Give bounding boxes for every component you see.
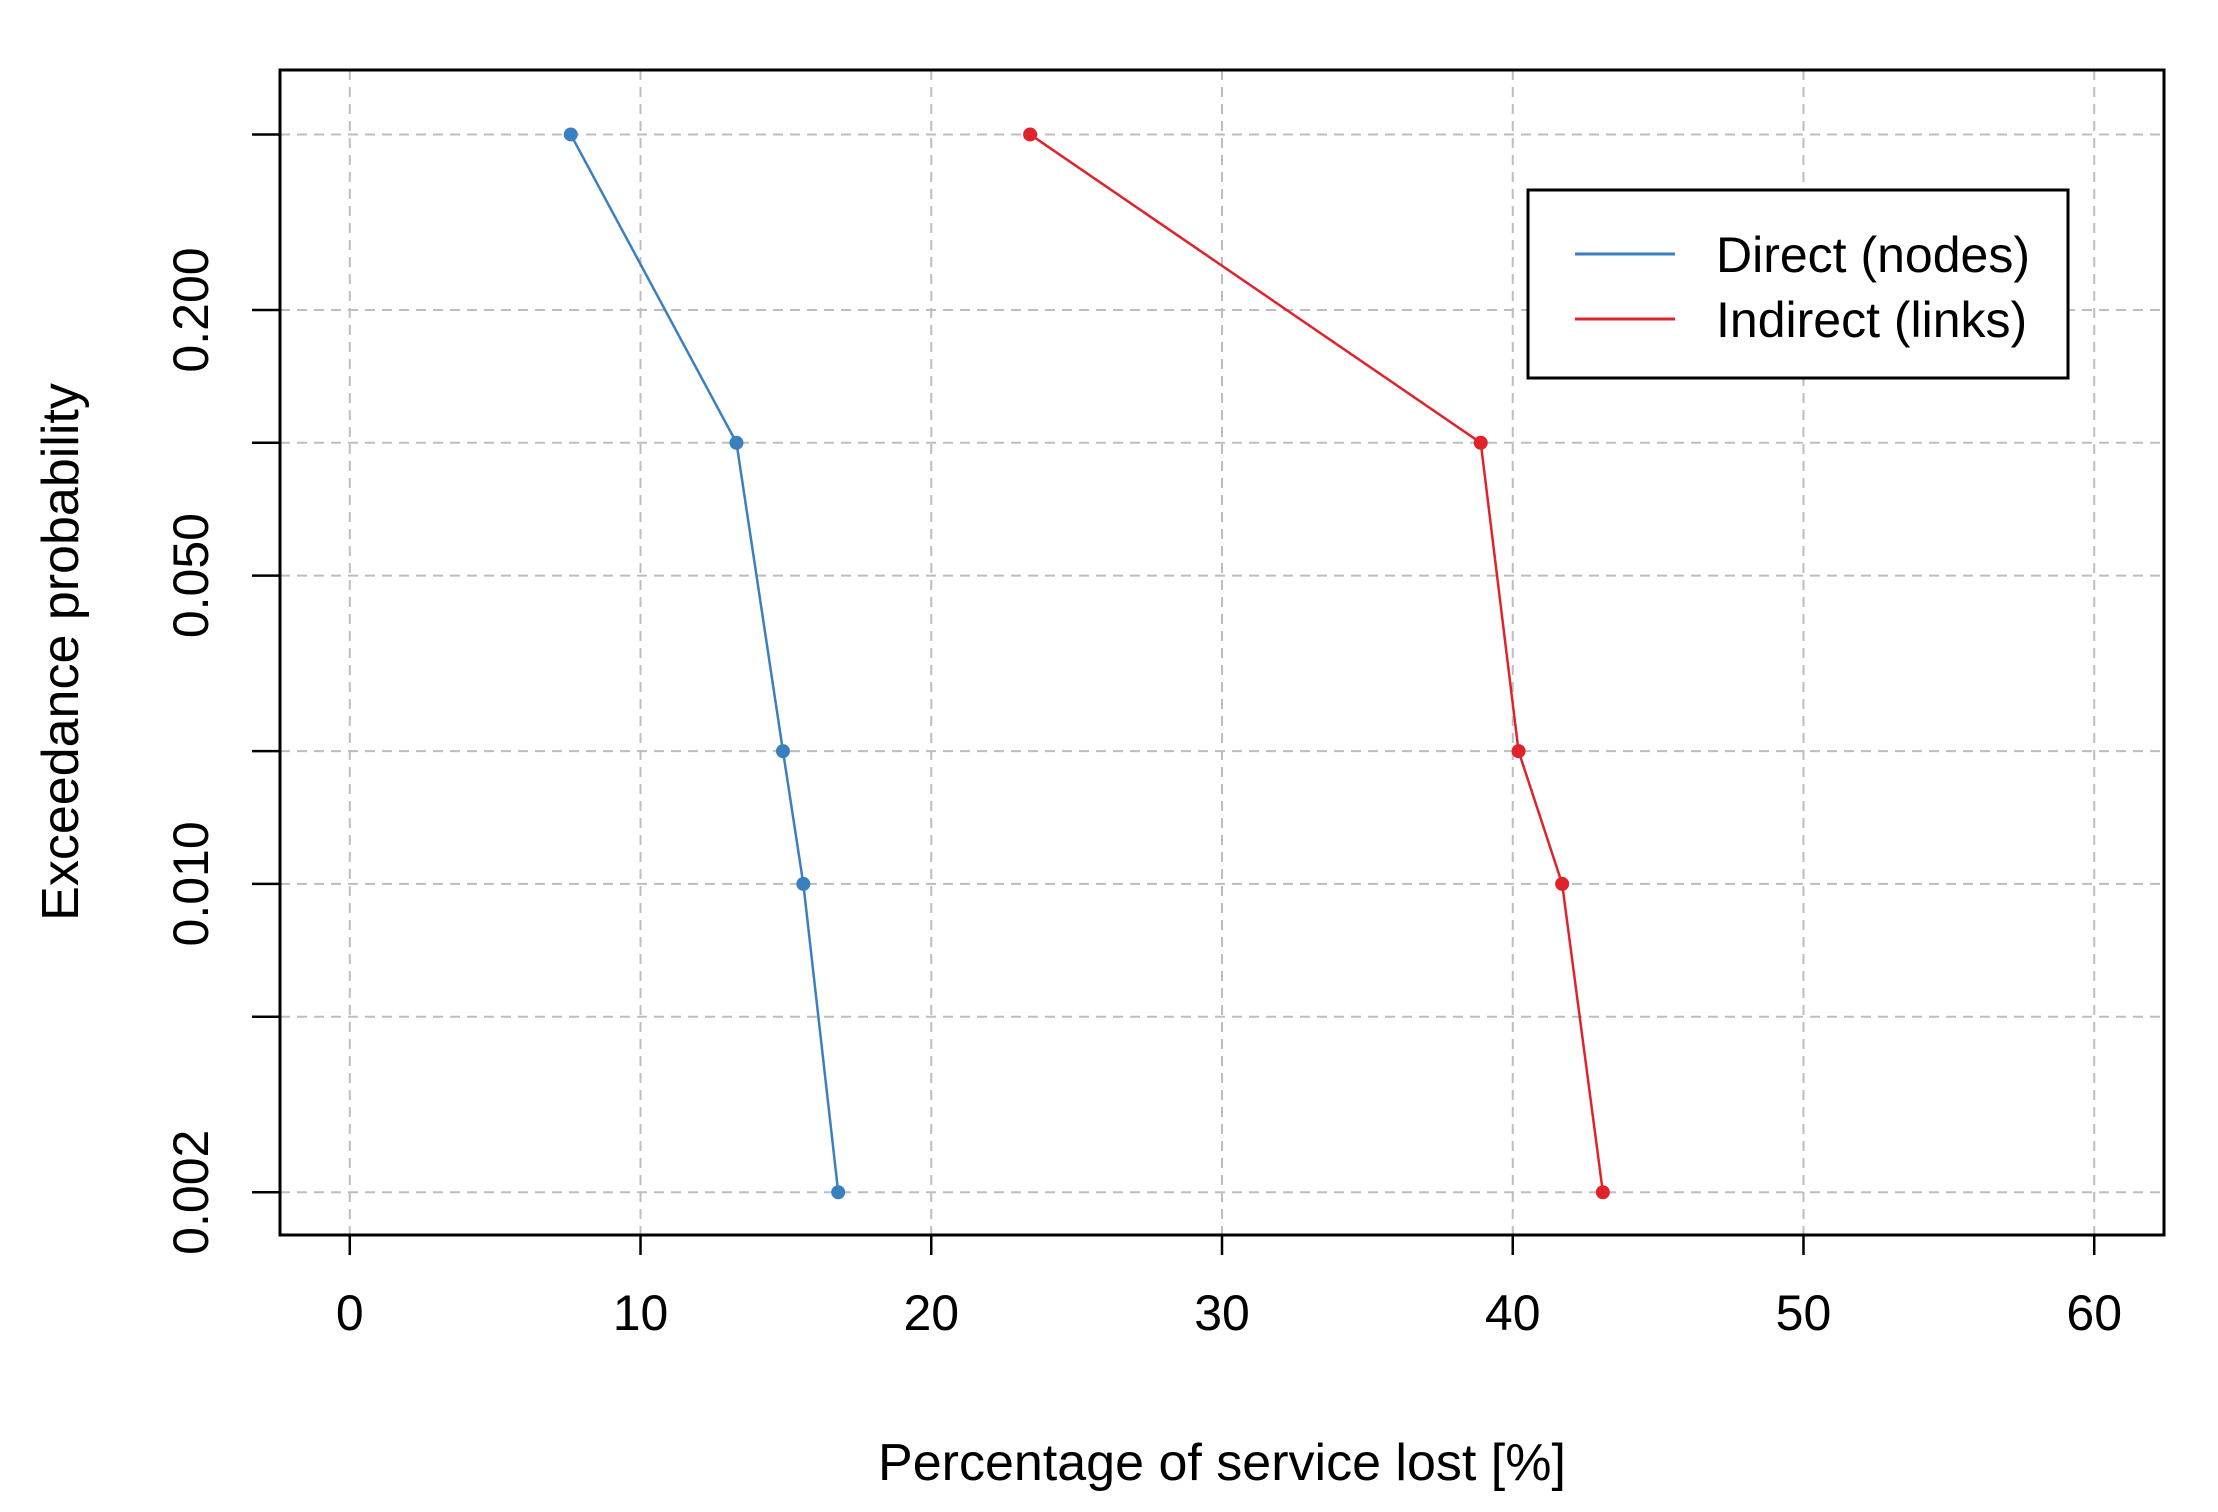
y-tick-label: 0.010 (163, 821, 219, 946)
data-point-1 (1511, 744, 1526, 759)
x-tick-label: 20 (903, 1285, 959, 1341)
x-tick-label: 10 (613, 1285, 669, 1341)
legend-box (1526, 188, 2070, 380)
series-line-1 (1029, 133, 1605, 1193)
data-point-1 (1595, 1185, 1610, 1200)
y-axis: 0.002 0.010 0.050 0.200 (163, 133, 280, 1255)
y-axis-label: Exceedance probability (32, 383, 90, 921)
data-point-0 (796, 876, 811, 891)
legend: Direct (nodes) Indirect (links) (1526, 188, 2070, 380)
x-axis: 0 10 20 30 40 50 60 (336, 1235, 2122, 1341)
x-tick-label: 50 (1776, 1285, 1832, 1341)
x-tick-label: 30 (1194, 1285, 1250, 1341)
data-point-1 (1555, 876, 1570, 891)
legend-label-direct: Direct (nodes) (1716, 227, 2030, 283)
series-line-0 (569, 133, 840, 1193)
data-point-0 (563, 127, 578, 142)
series-layer (563, 127, 1610, 1200)
data-point-0 (775, 744, 790, 759)
x-tick-label: 40 (1485, 1285, 1541, 1341)
y-tick-label: 0.002 (163, 1130, 219, 1255)
data-point-1 (1473, 435, 1488, 450)
x-tick-label: 60 (2066, 1285, 2122, 1341)
data-point-0 (831, 1185, 846, 1200)
x-axis-label: Percentage of service lost [%] (878, 1434, 1566, 1492)
x-tick-label: 0 (336, 1285, 364, 1341)
legend-label-indirect: Indirect (links) (1716, 292, 2027, 348)
y-tick-label: 0.050 (163, 513, 219, 638)
data-point-1 (1023, 127, 1038, 142)
data-point-0 (729, 435, 744, 450)
y-tick-label: 0.200 (163, 247, 219, 372)
